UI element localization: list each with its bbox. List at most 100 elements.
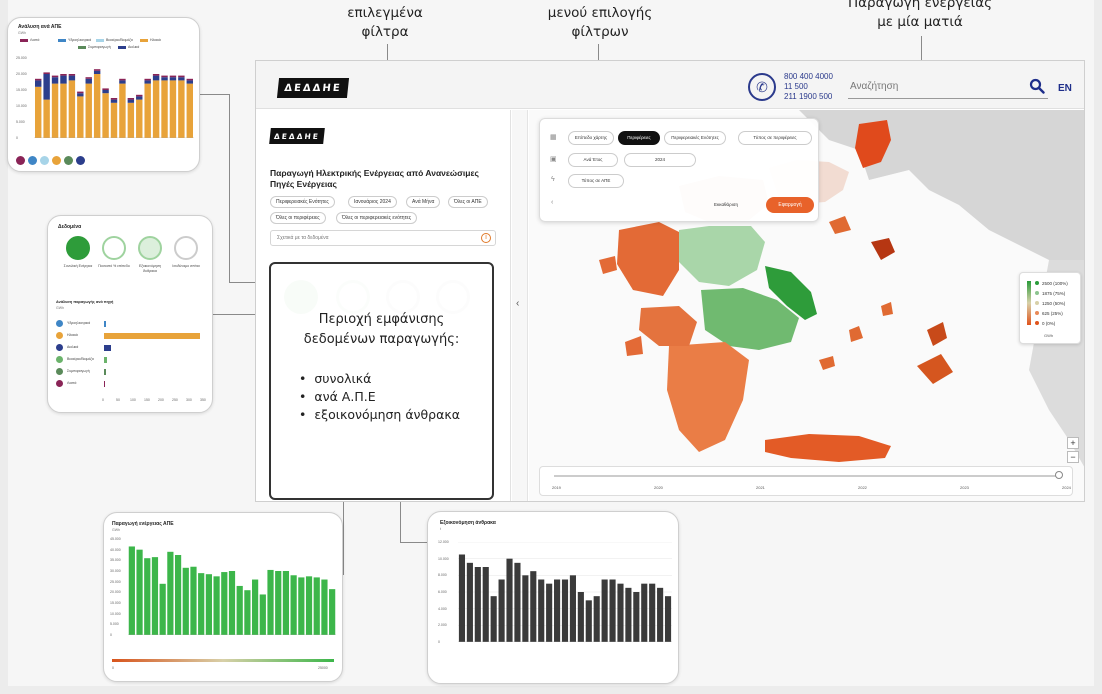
clear-filters-link[interactable]: Εκκαθάριση xyxy=(714,202,738,207)
card-unit: GWh xyxy=(112,528,120,532)
filter-chip[interactable]: Ιανουάριος 2024 xyxy=(348,196,397,208)
kpi-label: Συνολική Ενέργεια xyxy=(63,264,93,268)
chart-bar xyxy=(119,78,126,81)
kpi-circle xyxy=(174,236,198,260)
chart-bar xyxy=(252,579,259,635)
island-rhodes[interactable] xyxy=(927,322,947,346)
callout-at-a-glance: Παραγωγή ενέργειας με μία ματιά xyxy=(830,0,1010,32)
island-cyclades[interactable] xyxy=(849,326,863,342)
source-icon xyxy=(56,368,63,375)
island-lemnos[interactable] xyxy=(829,216,851,234)
y-tick-label: 30.000 xyxy=(110,569,121,573)
y-tick-label: 10.000 xyxy=(110,611,121,616)
y-tick-label: 6.000 xyxy=(438,590,447,594)
callout-line: με μία ματιά xyxy=(877,14,963,30)
zoom-out-button[interactable]: − xyxy=(1067,451,1079,463)
tab-regional-units[interactable]: Περιφερειακές Ενότητες xyxy=(664,131,726,145)
card-title: Παραγωγή ενέργειας ΑΠΕ xyxy=(112,521,174,527)
chart-bar xyxy=(144,78,151,81)
region-thrace[interactable] xyxy=(855,120,891,168)
island-corfu[interactable] xyxy=(599,256,617,274)
region-central-greece[interactable] xyxy=(701,288,799,350)
island-ionian[interactable] xyxy=(625,336,643,356)
tab-map-level[interactable]: Επίπεδο χάρτης xyxy=(568,131,614,145)
timeline-track[interactable] xyxy=(554,475,1059,477)
island-lesvos[interactable] xyxy=(871,238,895,260)
period-select[interactable]: Ανά Έτος xyxy=(568,153,618,167)
info-icon[interactable]: i xyxy=(481,233,491,243)
year-select[interactable]: 2024 xyxy=(624,153,696,167)
filter-chip[interactable]: Όλες οι περιφερειακές ενότητες xyxy=(336,212,418,224)
phone-icon[interactable]: ✆ xyxy=(748,73,776,101)
region-crete[interactable] xyxy=(765,434,891,462)
region-attica[interactable] xyxy=(765,266,817,320)
timeline-slider[interactable]: 2019 2020 2021 2022 2023 2024 xyxy=(539,466,1073,496)
filter-chip[interactable]: Όλες οι ΑΠΕ xyxy=(448,196,488,208)
leader-line xyxy=(200,94,230,95)
logo[interactable]: ΔΕΔΔΗΕ xyxy=(276,78,350,98)
chart-bar xyxy=(102,93,109,138)
card-totals: Δεδομένα Συνολική Ενέργεια Ποσοστό % επίπ… xyxy=(47,215,213,413)
source-icon xyxy=(56,332,63,339)
overlay-title-line: Περιοχή εμφάνισης xyxy=(318,312,445,327)
chart-bar xyxy=(530,571,537,642)
chart-bar xyxy=(110,102,118,138)
region-western-greece[interactable] xyxy=(639,306,697,346)
chart-bar xyxy=(35,78,42,81)
x-tick-label: 300 xyxy=(186,398,192,402)
legend-item: Αιολικά xyxy=(118,45,139,49)
chart-bar xyxy=(329,589,336,635)
filter-dot-icon[interactable] xyxy=(64,156,73,165)
island-cyclades[interactable] xyxy=(819,356,835,370)
island-samos[interactable] xyxy=(881,302,893,316)
region-peloponnese[interactable] xyxy=(667,342,749,452)
map[interactable]: ▦ Επίπεδο χάρτης Περιφέρειες Περιφερειακ… xyxy=(529,110,1084,501)
y-tick-label: 12.000 xyxy=(438,540,449,544)
filter-dot-icon[interactable] xyxy=(28,156,37,165)
legend-dot xyxy=(1035,301,1039,305)
card-title: Εξοικονόμηση άνθρακα xyxy=(440,520,496,526)
sidebar-logo[interactable]: ΔΕΔΔΗΕ xyxy=(269,128,325,144)
callout-line: Παραγωγή ενέργειας xyxy=(847,0,993,11)
chart-bar xyxy=(657,587,664,642)
chart-bar xyxy=(60,75,67,84)
legend-label: Ηλιακά xyxy=(150,38,161,42)
y-tick-label: 40.000 xyxy=(110,547,121,552)
filter-chip[interactable]: Ανά Μήνα xyxy=(406,196,441,208)
island-dodecanese[interactable] xyxy=(917,354,953,384)
search-input[interactable]: Αναζήτηση xyxy=(848,77,1048,99)
apply-button[interactable]: Εφαρμογή xyxy=(766,197,814,213)
sidebar-collapse[interactable]: ‹ xyxy=(512,110,528,501)
tab-regions[interactable]: Περιφέρειες xyxy=(618,131,660,145)
card-res-breakdown: Ανάλυση ανά ΑΠΕ GWh Λοιπά Υδροηλεκτρικά Βι… xyxy=(7,17,200,172)
card-unit: t xyxy=(440,527,441,531)
filter-dot-icon[interactable] xyxy=(40,156,49,165)
kpi-circle xyxy=(138,236,162,260)
region-thessaly[interactable] xyxy=(679,226,765,286)
chart-bar xyxy=(93,69,101,71)
filter-chip[interactable]: Περιφερειακές Ενότητες xyxy=(270,196,335,208)
chart-bar xyxy=(144,83,151,138)
y-tick-label: 25.000 xyxy=(16,56,27,60)
source-bar xyxy=(104,321,106,327)
filter-dot-icon[interactable] xyxy=(16,156,25,165)
timeline-handle[interactable] xyxy=(1055,471,1063,479)
chart-bar xyxy=(282,571,290,635)
about-data-field[interactable]: Σχετικά με τα δεδομένα i xyxy=(270,230,496,246)
chart-bar xyxy=(110,98,118,100)
chevron-left-icon[interactable]: ‹ xyxy=(516,298,520,309)
chart-bar xyxy=(305,576,313,635)
filter-chip[interactable]: Όλες οι περιφέρειες xyxy=(270,212,326,224)
region-epirus[interactable] xyxy=(617,222,679,296)
overlay-list-item: εξοικονόμηση άνθρακα xyxy=(299,406,460,424)
legend-row: 1250 (50%) xyxy=(1035,301,1065,306)
source-icon xyxy=(56,344,63,351)
zoom-in-button[interactable]: + xyxy=(1067,437,1079,449)
language-switch[interactable]: EN xyxy=(1058,83,1072,94)
type-select[interactable]: Τύπος σε περιφέρειες xyxy=(738,131,812,145)
filter-dot-icon[interactable] xyxy=(52,156,61,165)
filter-dot-icon[interactable] xyxy=(76,156,85,165)
res-type-select[interactable]: Τύπος σε ΑΠΕ xyxy=(568,174,624,188)
chevron-left-icon[interactable]: ‹ xyxy=(551,199,554,206)
search-icon[interactable] xyxy=(1029,78,1045,94)
